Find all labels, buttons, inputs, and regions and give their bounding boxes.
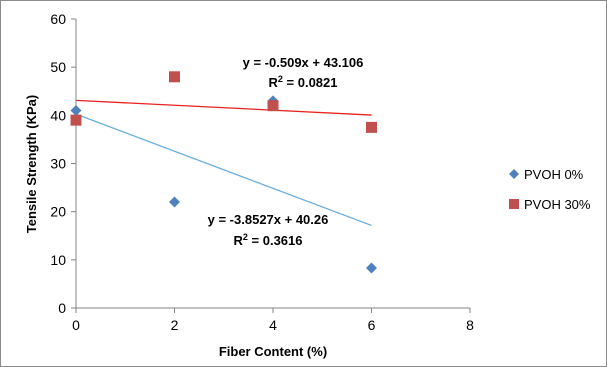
tick-layer: 0 10 20 30 40 50 60 0 2 4 6 8 [50, 11, 474, 333]
data-point-diamond [169, 196, 180, 208]
equation-label-pvoh0: y = -3.8527x + 40.26 R2 = 0.3616 [208, 212, 329, 248]
trendline-layer [75, 99, 372, 227]
x-tick-label: 6 [368, 317, 376, 333]
trendline-series-0 [75, 113, 372, 227]
y-tick-label: 40 [50, 107, 66, 123]
trendline-series-1 [75, 99, 372, 116]
legend-label-pvoh0: PVOH 0% [524, 167, 584, 182]
y-tick-label: 10 [50, 252, 66, 268]
data-point-square [169, 71, 180, 83]
r-squared-text-pvoh0: R2 = 0.3616 [234, 232, 303, 248]
y-tick-label: 30 [50, 156, 66, 172]
equation-label-pvoh30: y = -0.509x + 43.106 R2 = 0.0821 [243, 55, 364, 90]
data-point-square [267, 100, 279, 112]
legend-diamond-icon [509, 169, 519, 179]
data-point-diamond [70, 105, 82, 117]
x-tick-label: 4 [269, 317, 277, 333]
x-tick-label: 8 [466, 317, 474, 333]
x-tick-label: 2 [171, 317, 179, 333]
point-layer [70, 71, 377, 274]
y-tick-label: 50 [50, 59, 66, 75]
x-tick-label: 0 [72, 317, 80, 333]
equation-text-pvoh30: y = -0.509x + 43.106 [243, 55, 364, 70]
y-tick-label: 60 [50, 11, 66, 27]
legend: PVOH 0% PVOH 30% [509, 167, 591, 212]
y-tick-label: 0 [58, 300, 66, 316]
y-tick-label: 20 [50, 204, 66, 220]
data-point-diamond [366, 262, 377, 274]
legend-item-pvoh30: PVOH 30% [509, 197, 591, 212]
legend-square-icon [509, 199, 519, 209]
data-point-square [366, 121, 377, 133]
x-axis-title: Fiber Content (%) [219, 344, 327, 359]
y-axis-title: Tensile Strength (KPa) [24, 95, 39, 233]
r-squared-text-pvoh30: R2 = 0.0821 [269, 74, 338, 90]
equation-text-pvoh0: y = -3.8527x + 40.26 [208, 212, 329, 227]
legend-item-pvoh0: PVOH 0% [509, 167, 584, 182]
data-point-square [70, 114, 82, 126]
legend-label-pvoh30: PVOH 30% [524, 197, 591, 212]
